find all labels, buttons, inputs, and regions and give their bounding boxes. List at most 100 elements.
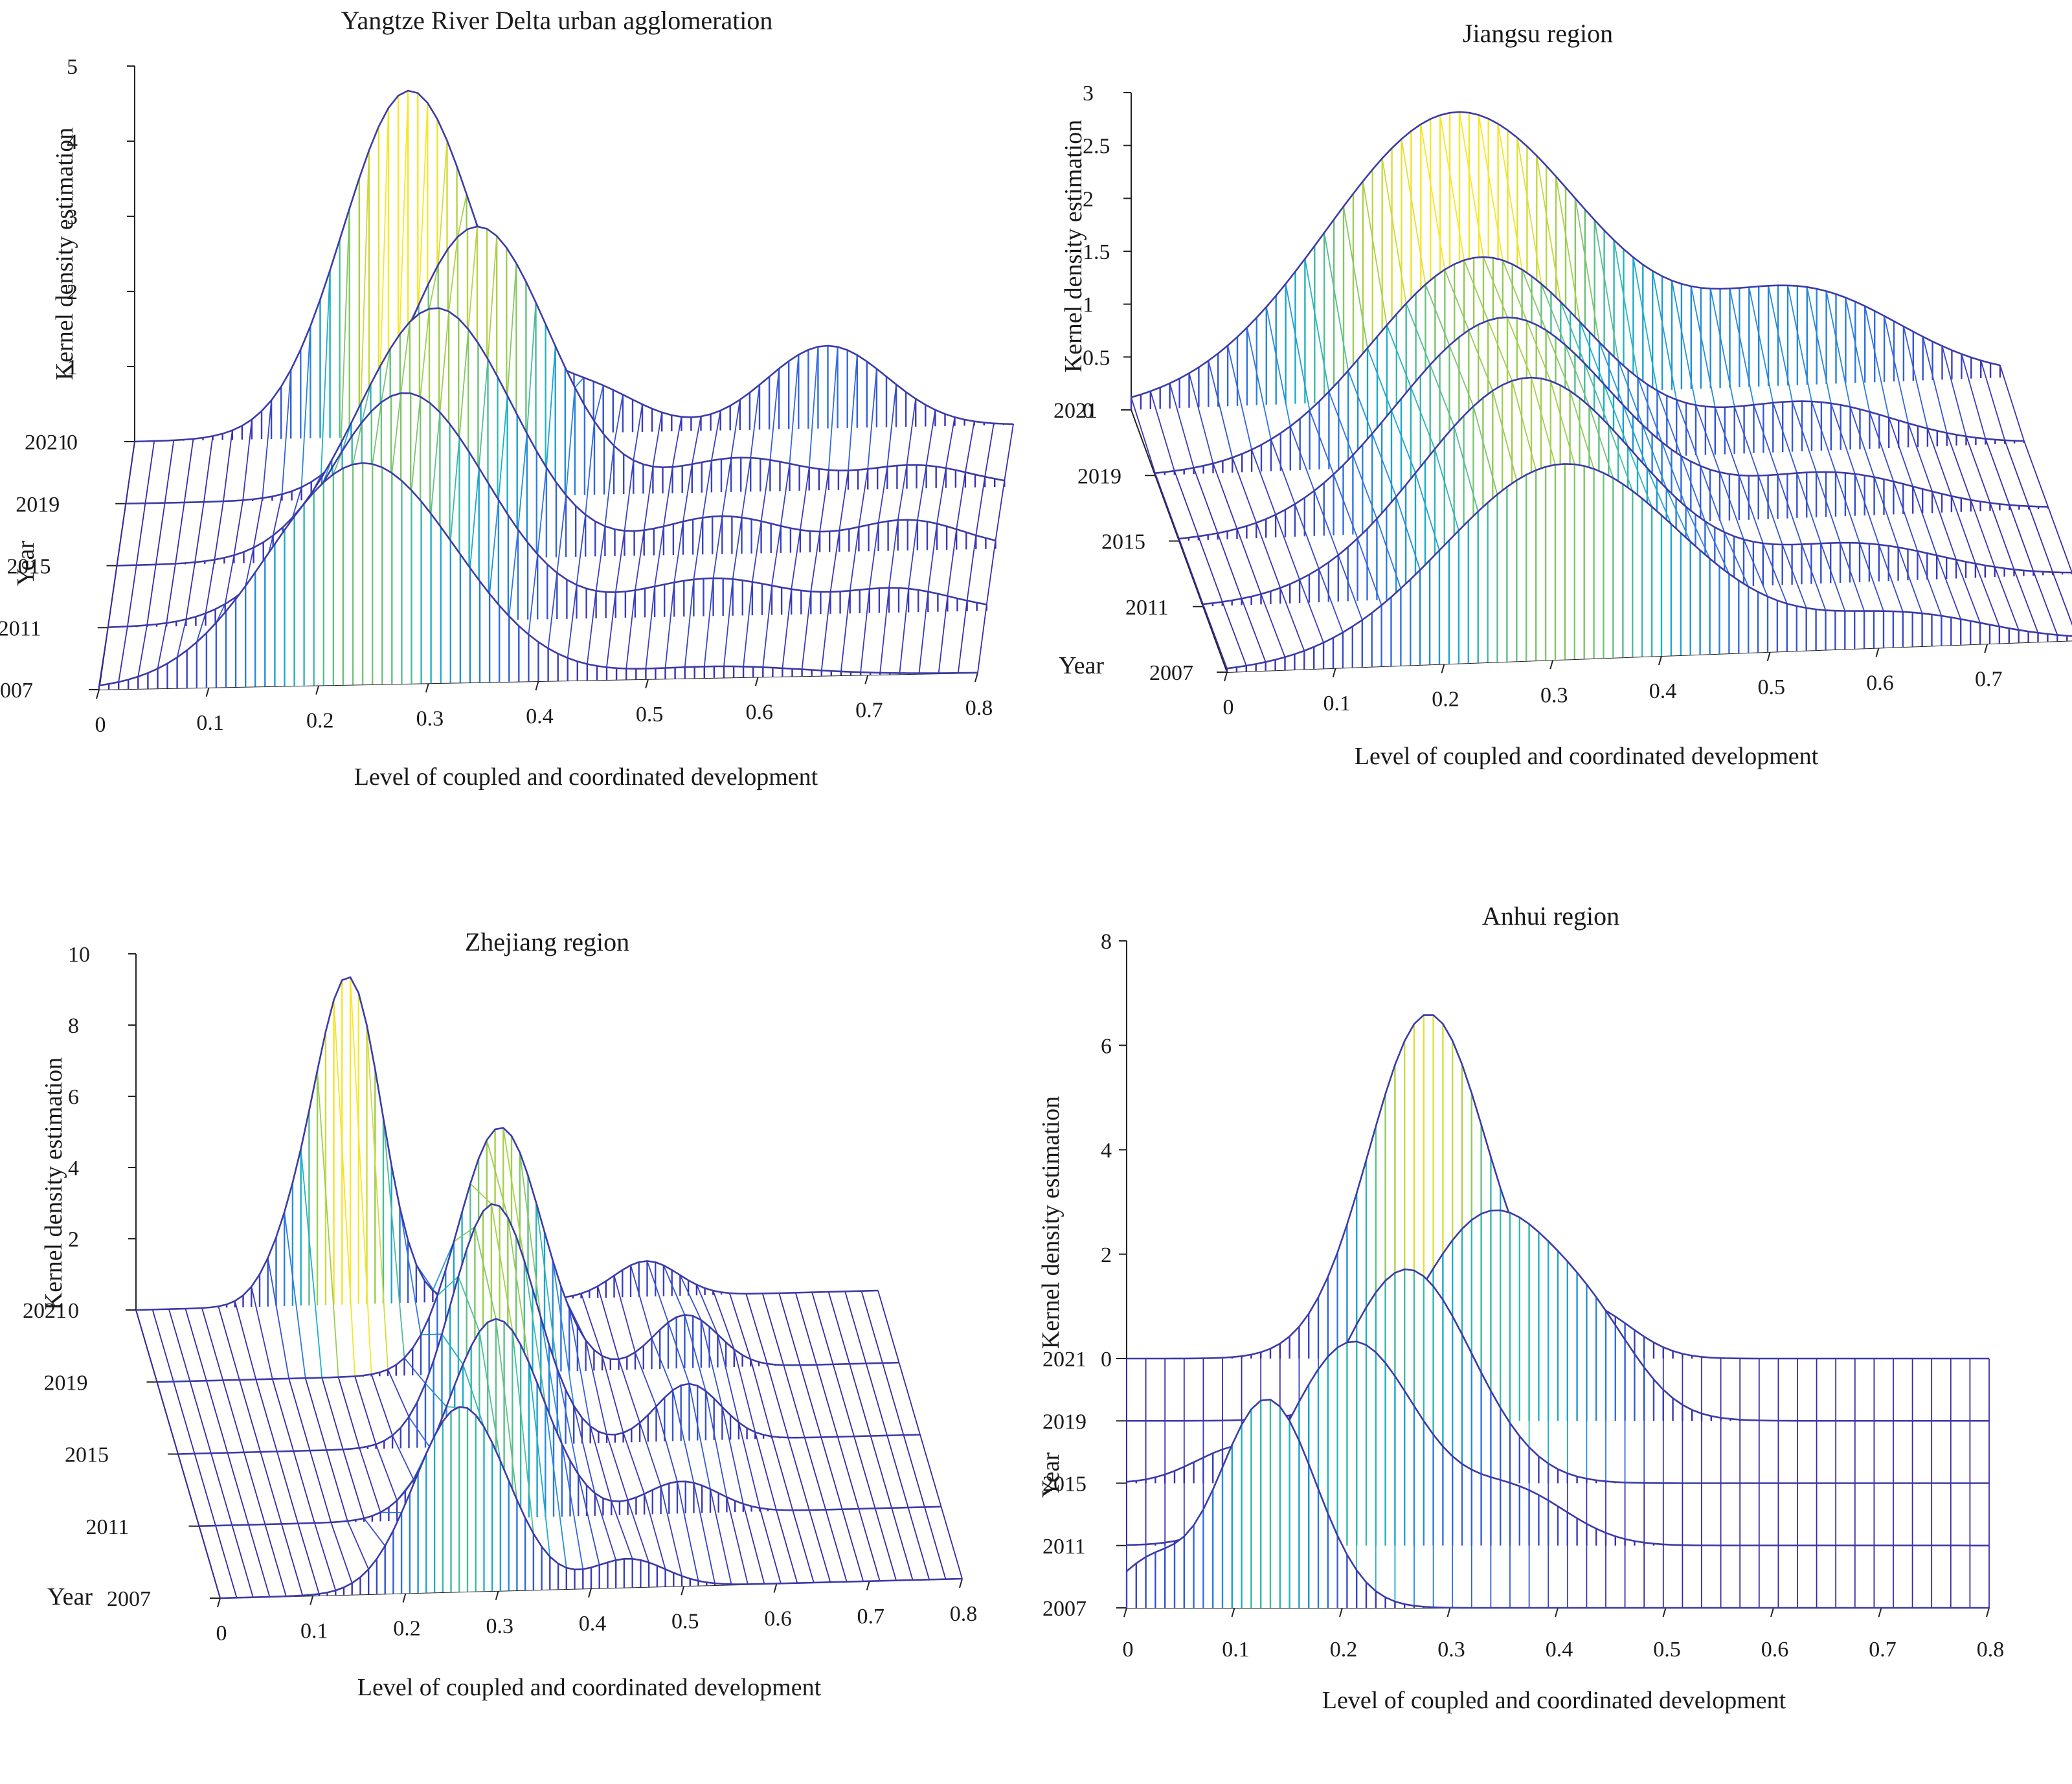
rib-line	[771, 1436, 794, 1511]
x-tick-label: 0.3	[416, 706, 444, 730]
rib-line	[1825, 291, 1851, 407]
rib-line	[828, 1291, 850, 1364]
rib-line	[691, 416, 702, 464]
rib-line	[1908, 423, 1933, 492]
rib-line	[243, 547, 254, 591]
rib-line	[469, 468, 480, 569]
rib-line	[1584, 363, 1610, 425]
rib-line	[1555, 176, 1581, 322]
rib-line	[738, 1422, 761, 1509]
rib-line	[491, 1204, 513, 1331]
rib-line	[1265, 306, 1291, 427]
rib-line	[1917, 550, 1942, 616]
rib-line	[759, 1507, 782, 1584]
rib-line	[185, 562, 196, 620]
rib-line	[977, 604, 987, 673]
rib-line	[1999, 365, 2025, 442]
rib-line	[1362, 181, 1388, 326]
z-tick-label: 0.5	[1083, 346, 1110, 370]
rib-line	[1304, 258, 1330, 392]
rib-line	[418, 102, 429, 305]
rib-line	[1131, 397, 1156, 473]
rib-line	[728, 1293, 752, 1360]
rib-line	[630, 1265, 653, 1338]
rib-line	[1608, 425, 1634, 491]
rib-line	[432, 1241, 455, 1291]
rib-line	[2052, 572, 2072, 626]
z-tick-label: 0	[1101, 1348, 1112, 1372]
rib-line	[1704, 521, 1730, 574]
x-tick-mark	[588, 1588, 592, 1598]
x-tick-mark	[959, 1578, 963, 1588]
x-tick-label: 0	[1123, 1638, 1134, 1662]
rib-line	[1313, 490, 1339, 556]
rib-line	[1641, 424, 1667, 489]
y-tick-label: 2011	[1042, 1535, 1086, 1559]
rib-line	[778, 1293, 801, 1366]
rib-line	[567, 585, 578, 659]
rib-line	[853, 1436, 876, 1509]
rib-line	[453, 1226, 475, 1243]
rib-line	[710, 1489, 732, 1585]
rib-line	[1521, 269, 1547, 331]
rib-line	[1560, 301, 1586, 364]
rib-line	[677, 1481, 699, 1581]
rib-line	[808, 346, 819, 468]
rib-line	[173, 1381, 196, 1454]
x-tick-mark	[205, 687, 210, 697]
rib-line	[309, 1450, 332, 1523]
y-tick-label: 2015	[65, 1443, 109, 1467]
rib-line	[1420, 124, 1446, 270]
rib-line	[127, 565, 137, 627]
z-tick-label: 6	[68, 1085, 79, 1109]
rib-line	[840, 591, 851, 672]
rib-line	[1391, 410, 1416, 473]
rib-line	[1173, 470, 1199, 537]
rib-line	[262, 400, 272, 499]
x-tick-label: 0.7	[857, 1605, 885, 1629]
rib-line	[1472, 406, 1498, 495]
rib-line	[1811, 401, 1836, 473]
rib-line	[379, 107, 389, 393]
rib-line	[411, 396, 422, 491]
rib-line	[800, 467, 810, 530]
x-tick-label: 0.5	[1653, 1638, 1681, 1662]
rib-line	[2004, 440, 2030, 507]
rib-line	[585, 1340, 607, 1435]
series-line	[1178, 316, 2049, 540]
rib-line	[1869, 411, 1895, 482]
series-line	[126, 225, 1005, 504]
rib-line	[688, 1383, 711, 1489]
rib-line	[215, 1525, 238, 1598]
rib-line	[1897, 547, 1923, 614]
rib-line	[717, 1334, 739, 1423]
rib-line	[646, 1261, 669, 1323]
z-axis-label: Kernel density estimation	[1037, 1096, 1064, 1349]
rib-line	[478, 359, 489, 468]
x-tick-mark	[402, 1593, 407, 1603]
rib-line	[2009, 504, 2034, 572]
rib-line	[546, 346, 556, 468]
rib-line	[1724, 532, 1750, 587]
rib-line	[578, 1474, 600, 1566]
rib-line	[227, 1452, 249, 1525]
x-tick-label: 0.7	[1869, 1638, 1897, 1662]
series-2007	[220, 1406, 963, 1599]
rib-line	[606, 1434, 629, 1500]
rib-line	[1709, 288, 1735, 407]
x-tick-mark	[1986, 1607, 1990, 1618]
rib-line	[1695, 405, 1720, 473]
rib-line	[927, 523, 938, 592]
rib-line	[194, 502, 205, 563]
rib-line	[392, 1435, 414, 1480]
rib-line	[1154, 473, 1180, 539]
x-tick-label: 0.3	[486, 1614, 514, 1638]
rib-line	[1777, 474, 1803, 545]
rib-line	[861, 1291, 883, 1364]
rib-line	[157, 622, 168, 669]
x-tick-label: 0.8	[950, 1602, 978, 1626]
rib-line	[841, 1509, 864, 1582]
rib-line	[255, 1379, 278, 1452]
series-line	[220, 1406, 963, 1599]
rib-line	[679, 1274, 702, 1320]
